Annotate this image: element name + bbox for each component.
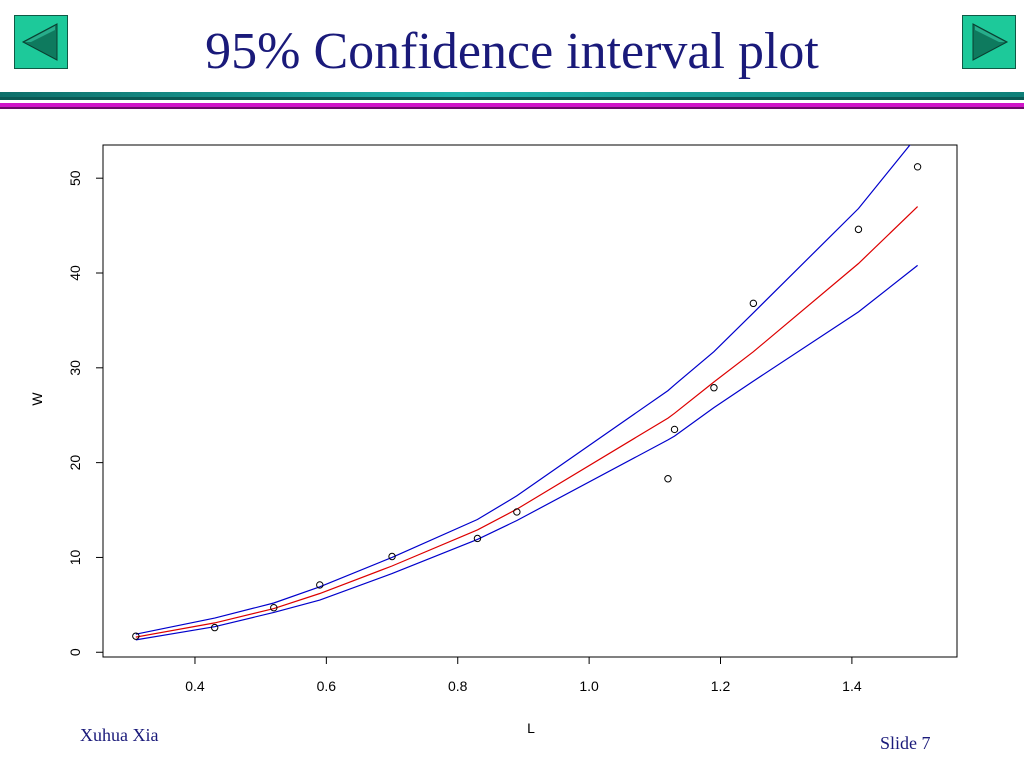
series-lines xyxy=(135,145,919,641)
data-point xyxy=(664,475,672,483)
data-point xyxy=(270,603,278,612)
upper-bound-line xyxy=(135,145,911,635)
data-point xyxy=(710,384,718,392)
title-divider-teal xyxy=(0,92,1024,97)
x-tick-label: 1.0 xyxy=(579,678,599,694)
title-divider-teal-shadow xyxy=(0,97,1024,100)
data-point xyxy=(854,225,863,234)
data-point xyxy=(388,552,396,561)
plot-frame xyxy=(102,144,958,658)
x-tick-label: 1.2 xyxy=(711,678,731,694)
title-divider-magenta xyxy=(0,103,1024,107)
next-slide-button[interactable] xyxy=(962,15,1016,69)
x-tick-label: 1.4 xyxy=(842,678,862,694)
x-tick-label: 0.8 xyxy=(448,678,468,694)
data-point xyxy=(749,299,758,308)
y-tick-label: 30 xyxy=(67,360,83,376)
y-axis-label: W xyxy=(29,392,45,406)
right-triangle-icon xyxy=(972,23,1009,61)
data-point xyxy=(316,581,324,589)
x-tick-label: 0.4 xyxy=(185,678,205,694)
previous-slide-button[interactable] xyxy=(14,15,68,69)
title-divider-magenta-shadow xyxy=(0,107,1024,109)
x-tick-label: 0.6 xyxy=(317,678,337,694)
y-tick-label: 0 xyxy=(67,648,83,656)
x-axis-label: L xyxy=(527,720,535,736)
data-point xyxy=(913,163,922,171)
left-triangle-icon xyxy=(21,23,58,61)
y-tick-label: 40 xyxy=(67,265,83,281)
author-name: Xuhua Xia xyxy=(80,725,159,745)
data-point xyxy=(513,508,521,516)
lower-bound-line xyxy=(135,264,918,641)
data-point xyxy=(670,425,679,434)
data-point xyxy=(132,632,140,640)
y-tick-label: 20 xyxy=(67,455,83,471)
data-point xyxy=(473,534,482,543)
data-point xyxy=(210,623,219,632)
y-tick-label: 10 xyxy=(67,549,83,565)
data-points xyxy=(132,163,922,640)
slide-number: Slide 7 xyxy=(880,733,931,753)
y-tick-label: 50 xyxy=(67,170,83,186)
slide-title: 95% Confidence interval plot xyxy=(205,23,819,80)
fitted-line xyxy=(135,206,919,638)
